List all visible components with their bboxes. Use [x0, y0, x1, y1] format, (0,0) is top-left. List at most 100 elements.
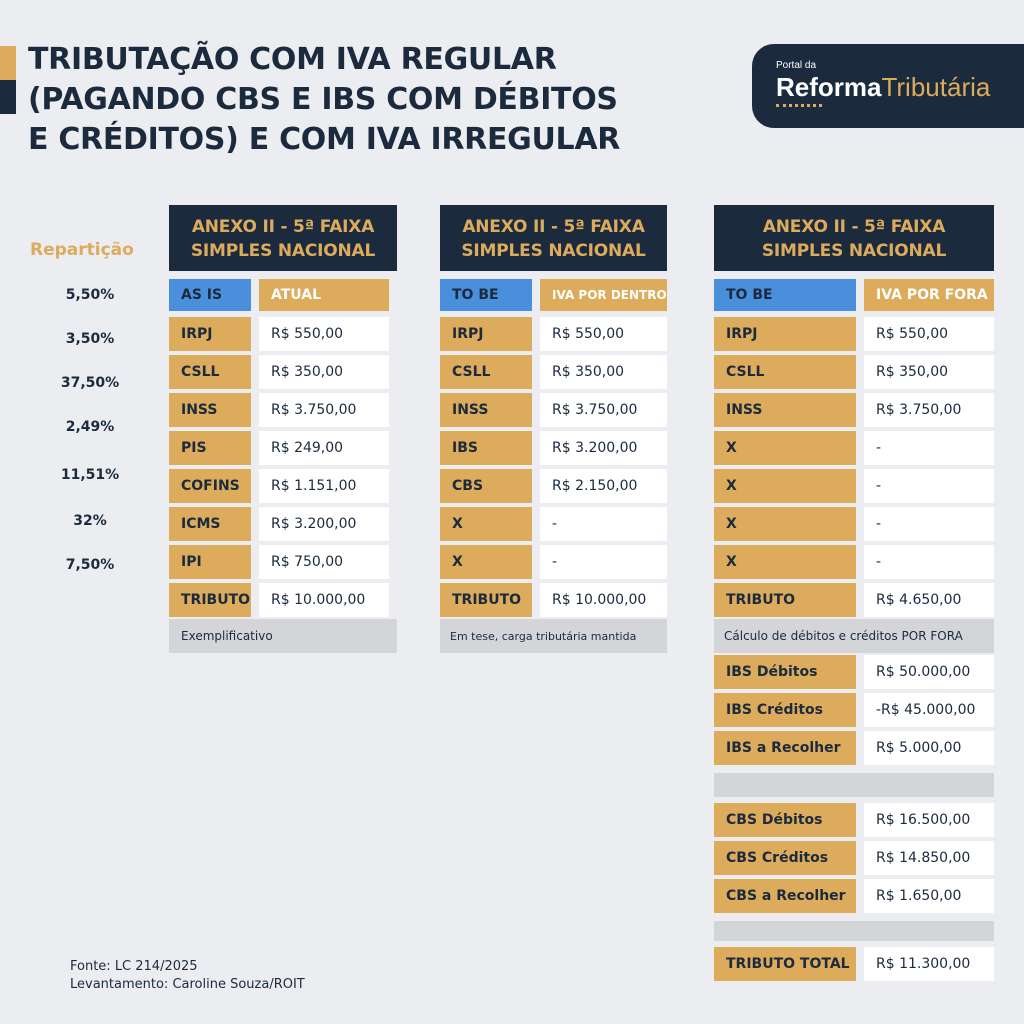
row-value: R$ 750,00	[259, 545, 389, 579]
table-row: IRPJ R$ 550,00	[714, 315, 994, 353]
page-title: TRIBUTAÇÃO COM IVA REGULAR (PAGANDO CBS …	[28, 42, 621, 157]
table-row: X-	[440, 505, 667, 543]
subheader-label: ATUAL	[259, 279, 389, 311]
table-row: CBS R$ 2.150,00	[440, 467, 667, 505]
row-value: R$ 550,00	[540, 317, 667, 351]
row-value: -	[540, 545, 667, 579]
row-label: CBS a Recolher	[714, 879, 856, 913]
table-row-total: TRIBUTO R$ 10.000,00	[169, 581, 397, 619]
subheader-label: IVA POR DENTRO	[540, 279, 667, 311]
row-value: R$ 11.300,00	[864, 947, 994, 981]
row-label: INSS	[440, 393, 532, 427]
table-row: INSS R$ 3.750,00	[440, 391, 667, 429]
row-label: INSS	[714, 393, 856, 427]
row-value: R$ 10.000,00	[540, 583, 667, 617]
subheader-scenario: TO BE	[440, 279, 532, 311]
row-value: R$ 3.750,00	[864, 393, 994, 427]
table-row: ICMS R$ 3.200,00	[169, 505, 397, 543]
row-label: TRIBUTO	[440, 583, 532, 617]
table-row: IRPJ R$ 550,00	[440, 315, 667, 353]
row-value: R$ 5.000,00	[864, 731, 994, 765]
row-value: -	[540, 507, 667, 541]
ibs-row: IBS a Recolher R$ 5.000,00	[714, 729, 994, 767]
row-value: R$ 350,00	[540, 355, 667, 389]
row-label: TRIBUTO TOTAL	[714, 947, 856, 981]
table-subheader: TO BE IVA POR FORA	[714, 271, 994, 315]
row-value: R$ 3.750,00	[259, 393, 389, 427]
ibs-row: IBS Créditos -R$ 45.000,00	[714, 691, 994, 729]
row-label: X	[440, 507, 532, 541]
row-value: -	[864, 545, 994, 579]
footer-source: Fonte: LC 214/2025	[70, 959, 198, 974]
reparticao-value: 7,50%	[65, 557, 115, 573]
row-label: IBS Débitos	[714, 655, 856, 689]
row-label: TRIBUTO	[714, 583, 856, 617]
row-label: IPI	[169, 545, 251, 579]
row-label: INSS	[169, 393, 251, 427]
row-value: R$ 50.000,00	[864, 655, 994, 689]
row-label: TRIBUTO	[169, 583, 251, 617]
table-subheader: TO BE IVA POR DENTRO	[440, 271, 667, 315]
table-row: X-	[714, 429, 994, 467]
reparticao-value: 5,50%	[65, 287, 115, 303]
table-row: CSLL R$ 350,00	[440, 353, 667, 391]
table-row: X-	[440, 543, 667, 581]
logo: Portal da ReformaTributária	[752, 44, 1024, 128]
reparticao-value: 11,51%	[60, 467, 120, 483]
row-label: IRPJ	[440, 317, 532, 351]
table-iva-por-dentro: ANEXO II - 5ª FAIXA SIMPLES NACIONAL TO …	[440, 205, 667, 653]
logo-small-text: Portal da	[776, 60, 817, 71]
reparticao-value: 32%	[73, 513, 107, 529]
row-label: X	[714, 469, 856, 503]
accent-bar-gold	[0, 46, 16, 80]
row-value: R$ 550,00	[864, 317, 994, 351]
section-divider	[714, 773, 994, 797]
logo-dots	[776, 104, 822, 107]
table-header: ANEXO II - 5ª FAIXA SIMPLES NACIONAL	[714, 205, 994, 271]
row-value: R$ 350,00	[864, 355, 994, 389]
table-row: IRPJ R$ 550,00	[169, 315, 397, 353]
table-note: Cálculo de débitos e créditos POR FORA	[714, 619, 994, 653]
reparticao-title: Repartição	[30, 240, 134, 260]
accent-bar-navy	[0, 80, 16, 114]
row-label: CBS	[440, 469, 532, 503]
section-divider	[714, 921, 994, 941]
footer-survey: Levantamento: Caroline Souza/ROIT	[70, 977, 305, 992]
table-row: INSS R$ 3.750,00	[169, 391, 397, 429]
row-value: R$ 550,00	[259, 317, 389, 351]
row-value: R$ 3.200,00	[540, 431, 667, 465]
row-label: CSLL	[440, 355, 532, 389]
logo-bold-text: Reforma	[776, 72, 882, 102]
row-label: IRPJ	[169, 317, 251, 351]
table-as-is: ANEXO II - 5ª FAIXA SIMPLES NACIONAL AS …	[169, 205, 397, 653]
logo-wordmark: ReformaTributária	[776, 72, 1024, 102]
table-note: Exemplificativo	[169, 619, 397, 653]
cbs-row: CBS Débitos R$ 16.500,00	[714, 801, 994, 839]
row-value: -	[864, 431, 994, 465]
table-header: ANEXO II - 5ª FAIXA SIMPLES NACIONAL	[169, 205, 397, 271]
row-value: R$ 4.650,00	[864, 583, 994, 617]
row-label: CSLL	[169, 355, 251, 389]
logo-light-text: Tributária	[881, 72, 991, 102]
table-header: ANEXO II - 5ª FAIXA SIMPLES NACIONAL	[440, 205, 667, 271]
row-value: -	[864, 469, 994, 503]
row-label: PIS	[169, 431, 251, 465]
table-row: COFINS R$ 1.151,00	[169, 467, 397, 505]
table-subheader: AS IS ATUAL	[169, 271, 397, 315]
row-label: IBS Créditos	[714, 693, 856, 727]
row-value: R$ 16.500,00	[864, 803, 994, 837]
cbs-row: CBS Créditos R$ 14.850,00	[714, 839, 994, 877]
row-value: R$ 3.200,00	[259, 507, 389, 541]
total-row: TRIBUTO TOTAL R$ 11.300,00	[714, 945, 994, 983]
row-label: X	[440, 545, 532, 579]
row-value: -	[864, 507, 994, 541]
reparticao-value: 2,49%	[65, 419, 115, 435]
table-row-total: TRIBUTO R$ 4.650,00	[714, 581, 994, 619]
row-label: CBS Débitos	[714, 803, 856, 837]
row-value: R$ 10.000,00	[259, 583, 389, 617]
row-label: X	[714, 545, 856, 579]
table-row: X-	[714, 505, 994, 543]
row-label: COFINS	[169, 469, 251, 503]
row-value: R$ 350,00	[259, 355, 389, 389]
subheader-scenario: TO BE	[714, 279, 856, 311]
